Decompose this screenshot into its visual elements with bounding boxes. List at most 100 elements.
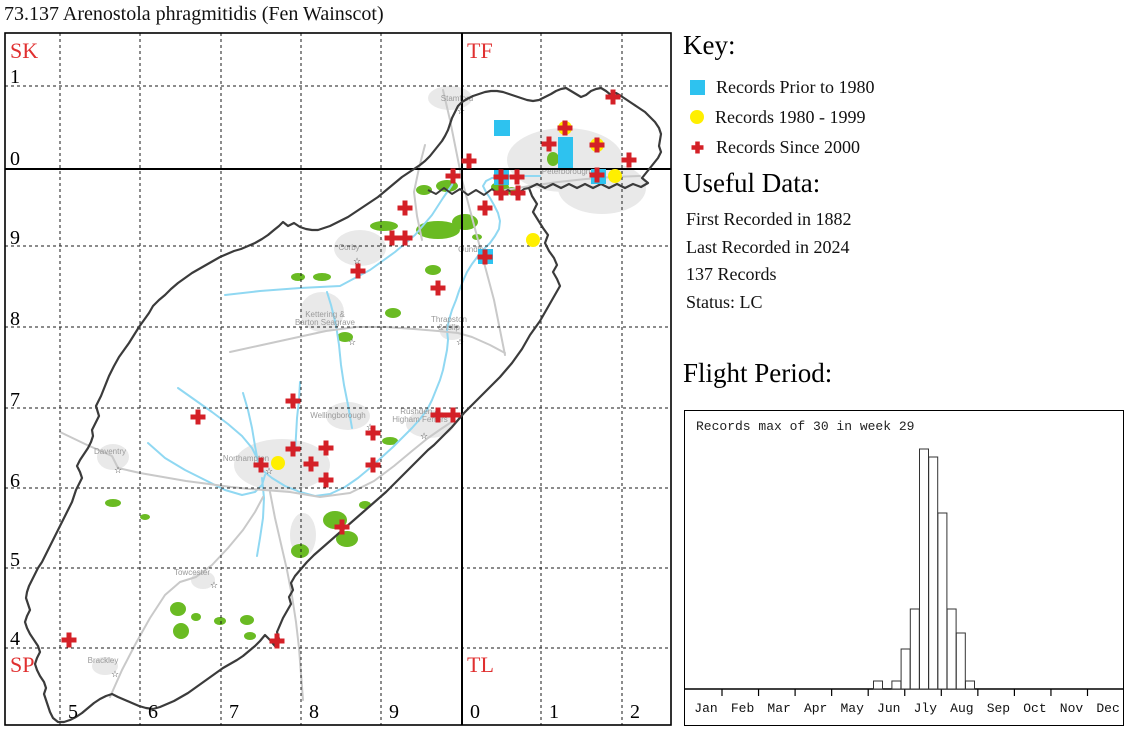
town-star-icon: ☆ bbox=[114, 466, 122, 476]
record-cross-since-2000 bbox=[253, 457, 269, 473]
record-cross-since-2000 bbox=[605, 89, 621, 105]
town-star-icon: ☆ bbox=[348, 338, 356, 348]
grid-col-label: 1 bbox=[549, 701, 559, 723]
grid-layer bbox=[5, 33, 671, 725]
town-label: Towcester bbox=[174, 568, 210, 577]
town-label: Higham Ferrers bbox=[392, 415, 448, 424]
record-cross-since-2000 bbox=[493, 185, 509, 201]
histogram-bar bbox=[873, 680, 883, 690]
town-label: Brackley bbox=[88, 656, 119, 665]
grid-row-label: 5 bbox=[10, 549, 20, 571]
record-cross-since-2000 bbox=[269, 633, 285, 649]
histogram-bar bbox=[946, 608, 957, 690]
record-cross-since-2000 bbox=[445, 168, 461, 184]
town-star-icon: ☆ bbox=[111, 670, 119, 680]
record-cross-since-2000 bbox=[621, 152, 637, 168]
status: Status: LC bbox=[686, 291, 763, 312]
record-cross-since-2000 bbox=[430, 407, 446, 423]
flight-histogram: Jan Feb Mar Apr May Jun Jly Aug Sep Oct Nov Dec bbox=[685, 448, 1123, 716]
record-circle-1980-1999 bbox=[526, 233, 540, 247]
record-cross-since-2000 bbox=[365, 457, 381, 473]
town-star-icon: ☆ bbox=[265, 467, 273, 477]
histogram-bar bbox=[937, 512, 948, 690]
record-cross-since-2000 bbox=[190, 409, 206, 425]
month-label: Dec bbox=[1096, 701, 1119, 716]
record-cross-since-2000 bbox=[397, 230, 413, 246]
record-cross-since-2000 bbox=[541, 136, 557, 152]
grid-col-label: 7 bbox=[229, 701, 239, 723]
histogram-bar bbox=[928, 456, 939, 690]
record-cross-since-2000 bbox=[61, 632, 77, 648]
key-item-label: Records 1980 - 1999 bbox=[715, 106, 866, 127]
record-cross-since-2000 bbox=[430, 280, 446, 296]
river-nene bbox=[261, 175, 541, 497]
month-label: Oct bbox=[1023, 701, 1046, 716]
key-item-prior-1980: Records Prior to 1980 bbox=[690, 72, 874, 102]
month-label: Jan bbox=[694, 701, 717, 716]
town-star-icon: ☆ bbox=[210, 581, 218, 591]
since-2000-cross-icon bbox=[691, 141, 704, 153]
town-label: Rushden & bbox=[400, 407, 440, 416]
town-label: Barton Seagrave bbox=[295, 318, 356, 327]
record-cross-since-2000 bbox=[477, 200, 493, 216]
key-item-label: Records Prior to 1980 bbox=[716, 76, 875, 97]
record-square-prior-1980 bbox=[494, 120, 510, 136]
town-label: Northampton bbox=[223, 454, 269, 463]
key-heading: Key: bbox=[683, 30, 736, 60]
record-count: 137 Records bbox=[686, 264, 777, 284]
useful-data-heading: Useful Data: bbox=[683, 168, 821, 198]
last-recorded: Last Recorded in 2024 bbox=[686, 236, 850, 257]
key-item-since-2000: Records Since 2000 bbox=[690, 132, 874, 162]
grid-col-label: 0 bbox=[470, 701, 480, 723]
page-title: 73.137 Arenostola phragmitidis (Fen Wain… bbox=[4, 3, 384, 25]
histogram-bar bbox=[909, 608, 920, 690]
record-cross-since-2000 bbox=[303, 456, 319, 472]
record-square-prior-1980 bbox=[558, 137, 573, 168]
grid-col-label: 9 bbox=[389, 701, 399, 723]
record-cross-since-2000 bbox=[445, 407, 461, 423]
prior-1980-square-icon bbox=[690, 79, 705, 95]
town-label: Wellingborough bbox=[310, 411, 365, 420]
grid-row-label: 0 bbox=[10, 148, 20, 170]
grid-letters-SP: SP bbox=[10, 652, 34, 677]
record-circle-1980-1999 bbox=[608, 169, 622, 183]
town-star-icon: ☆ bbox=[353, 257, 361, 267]
record-cross-since-2000 bbox=[365, 425, 381, 441]
histogram-bar bbox=[919, 448, 929, 690]
chart-note: Records max of 30 in week 29 bbox=[696, 419, 915, 434]
town-label: Kettering & bbox=[305, 310, 345, 319]
record-cross-since-2000 bbox=[318, 440, 334, 456]
grid-col-label: 8 bbox=[309, 701, 319, 723]
town-star-icon: ☆ bbox=[420, 432, 428, 442]
month-label: Nov bbox=[1060, 701, 1084, 716]
town-label: Oundle bbox=[458, 245, 484, 254]
town-star-icon: ☆ bbox=[456, 338, 464, 348]
grid-row-label: 9 bbox=[10, 227, 20, 249]
grid-letters-SK: SK bbox=[10, 38, 38, 63]
1980-1999-circle-icon bbox=[690, 110, 704, 124]
record-cross-since-2000 bbox=[510, 185, 526, 201]
grid-col-label: 5 bbox=[68, 701, 78, 723]
month-label: Sep bbox=[987, 701, 1010, 716]
map-border bbox=[4, 32, 672, 726]
grid-row-label: 4 bbox=[10, 628, 20, 650]
month-label: May bbox=[840, 701, 864, 716]
histogram-bar bbox=[900, 648, 911, 690]
month-label: Aug bbox=[950, 701, 973, 716]
town-star-icon: ☆ bbox=[366, 423, 374, 433]
record-cross-since-2000 bbox=[589, 137, 605, 153]
town-label: Corby bbox=[338, 243, 359, 252]
grid-row-label: 6 bbox=[10, 470, 20, 492]
histogram-bar bbox=[965, 680, 975, 690]
record-cross-since-2000 bbox=[285, 441, 301, 457]
grid-letters-TF: TF bbox=[467, 38, 493, 63]
grid-row-label: 7 bbox=[10, 389, 20, 411]
record-cross-since-2000 bbox=[285, 393, 301, 409]
histogram-bar bbox=[955, 632, 966, 690]
flight-period-chart: Jan Feb Mar Apr May Jun Jly Aug Sep Oct Nov Dec Rec… bbox=[684, 410, 1124, 726]
record-cross-since-2000 bbox=[397, 200, 413, 216]
month-label: Apr bbox=[804, 701, 827, 716]
